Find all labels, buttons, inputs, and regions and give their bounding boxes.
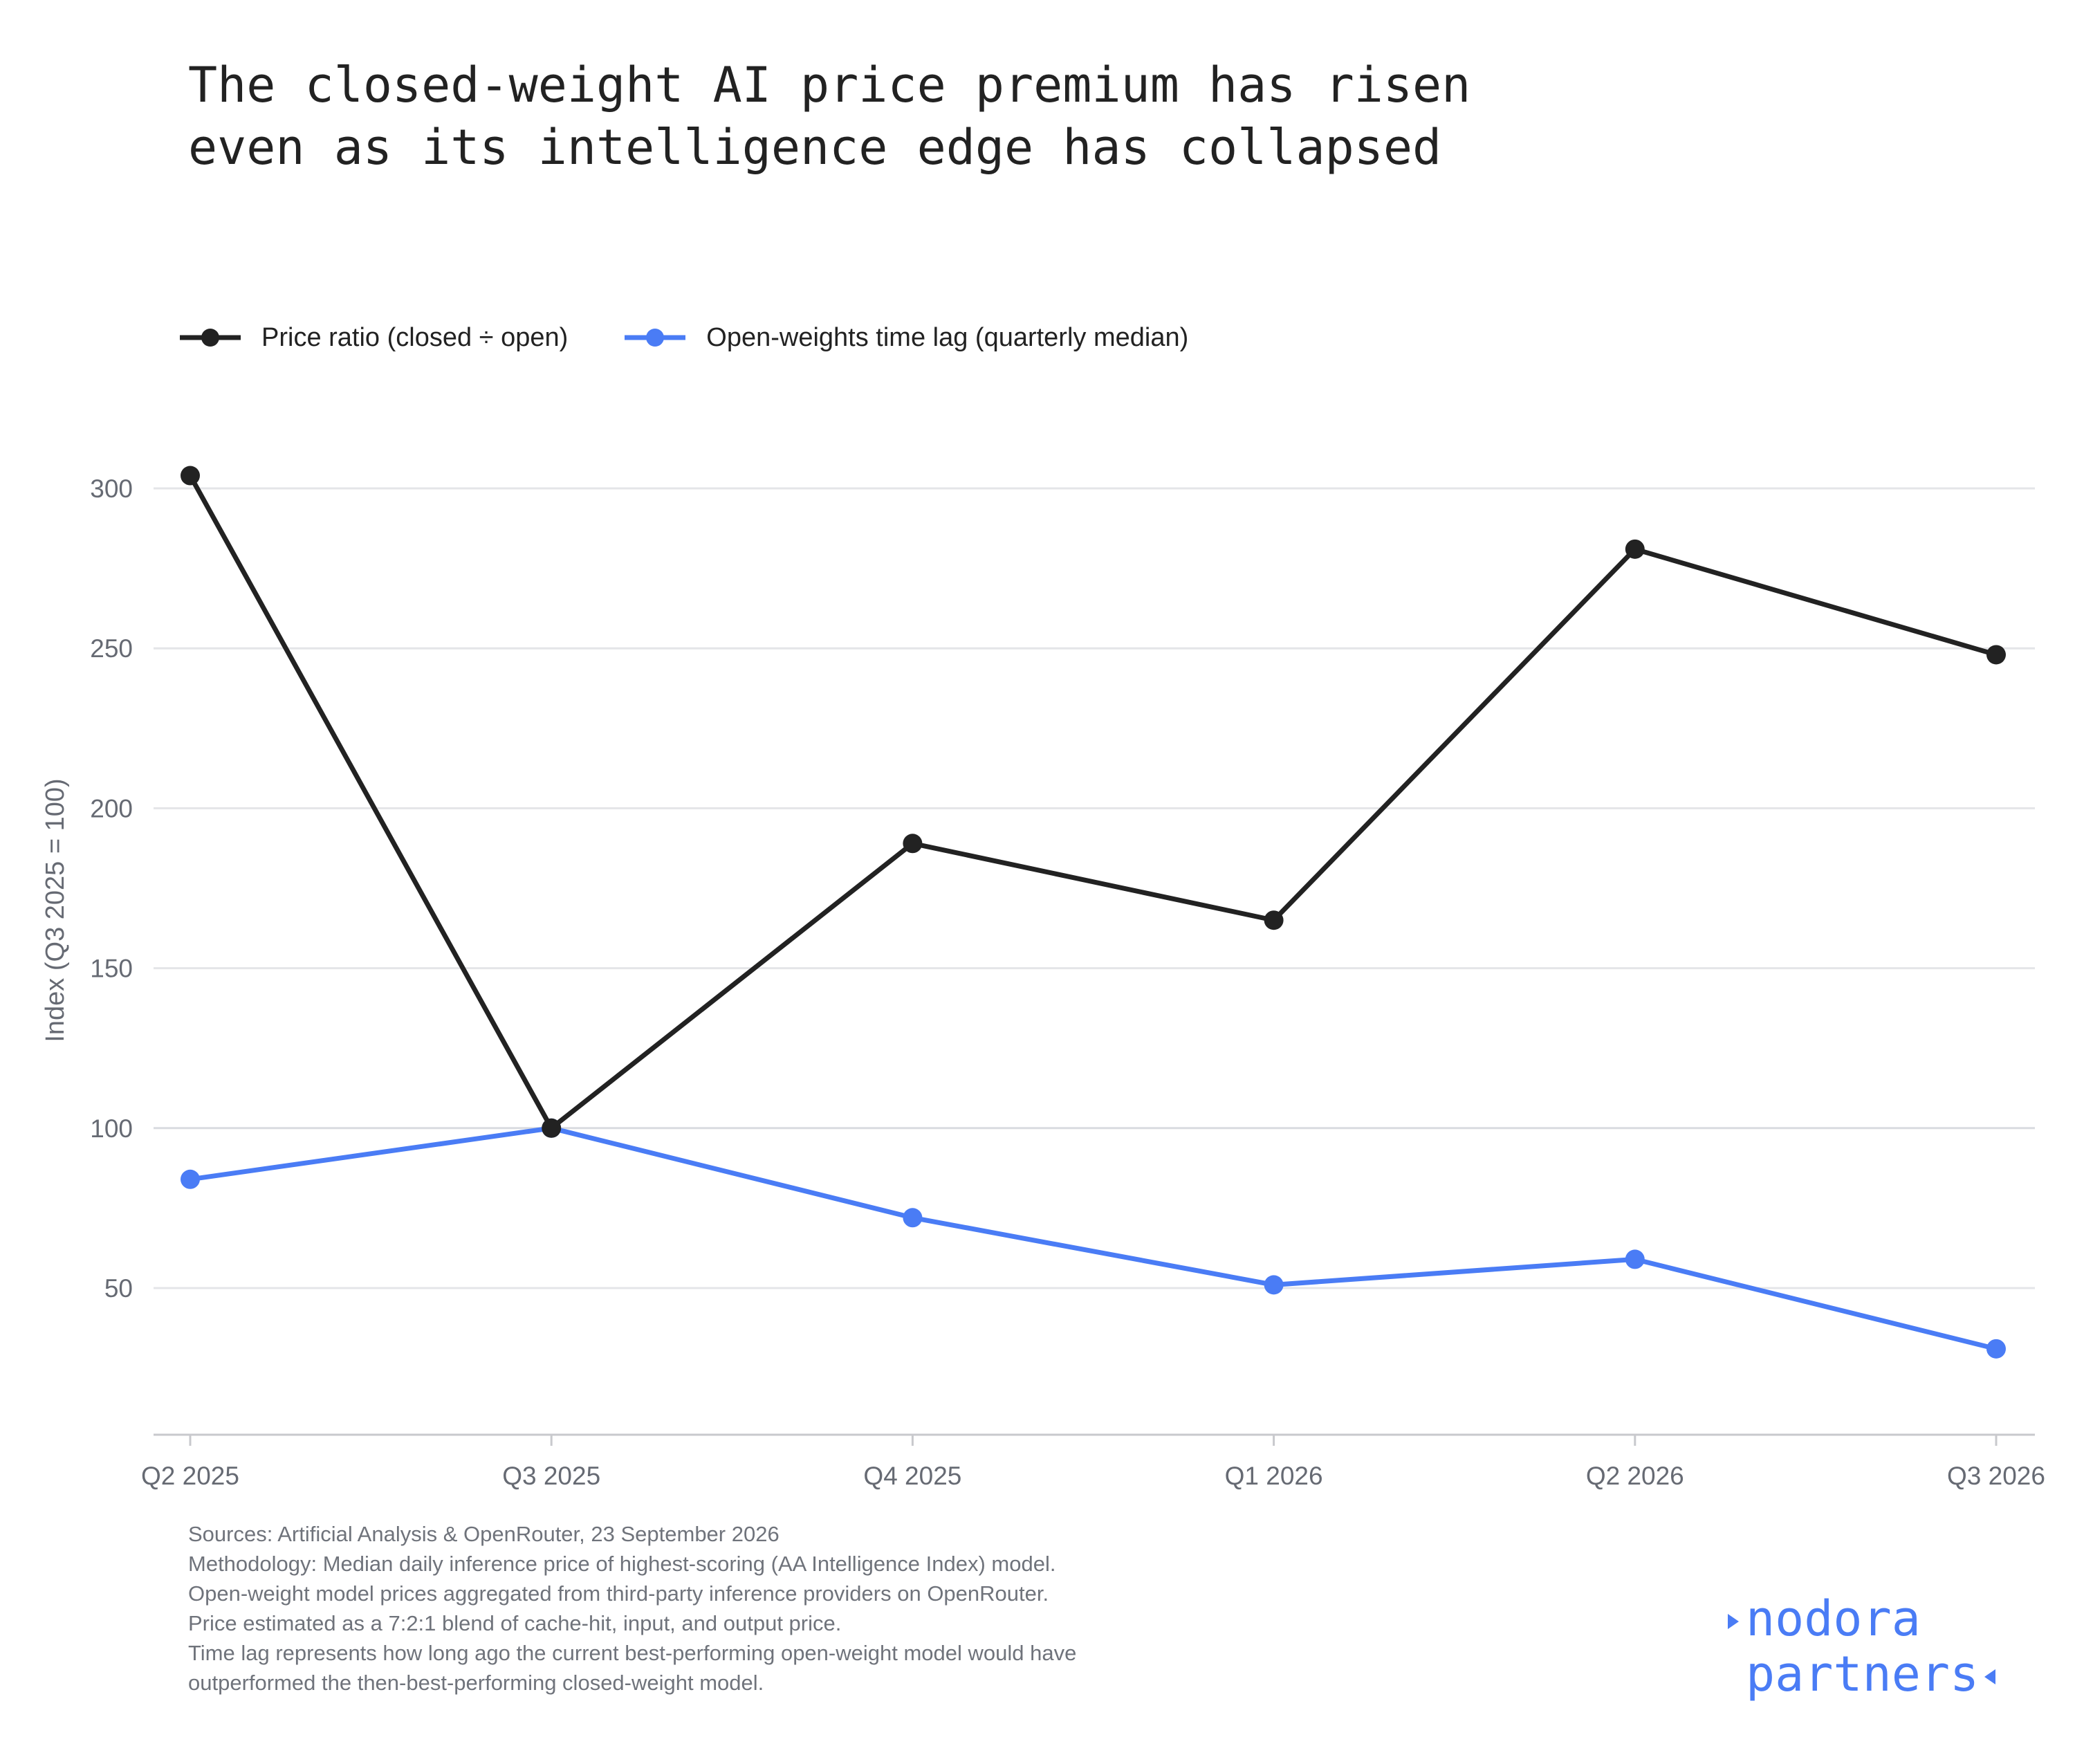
legend-marker-time-lag <box>625 329 686 347</box>
legend-item-time-lag: Open-weights time lag (quarterly median) <box>623 323 1188 353</box>
data-point-time-lag-5 <box>1625 1249 1645 1269</box>
legend-item-price-ratio: Price ratio (closed ÷ open) <box>178 323 568 353</box>
legend-marker-price-ratio <box>180 329 241 347</box>
footnote-openweight-prices: Open-weight model prices aggregated from… <box>188 1581 1049 1606</box>
y-axis-label: Index (Q3 2025 = 100) <box>41 778 70 1042</box>
series-line-time-lag <box>187 1126 1999 1352</box>
line-chart: 50 100 150 200 250 300 Index (Q3 2025 = 100) Q2… <box>41 466 2045 1490</box>
data-point-price-ratio-2 <box>542 1118 562 1138</box>
brand-logo: nodora partners <box>1728 1590 1996 1702</box>
data-point-price-ratio-6 <box>1986 645 2006 665</box>
y-tick-label-50: 50 <box>104 1274 133 1303</box>
chart-title: The closed-weight AI price premium has r… <box>188 54 1848 178</box>
chart-title-line-1: The closed-weight AI price premium has r… <box>188 57 1471 113</box>
chart-title-line-2: even as its intelligence edge has collap… <box>188 119 1442 176</box>
data-point-time-lag-4 <box>1264 1275 1284 1295</box>
x-tick-label-1: Q2 2025 <box>141 1462 239 1490</box>
brand-arrow-right-icon <box>1728 1614 1739 1629</box>
footnote-methodology: Methodology: Median daily inference pric… <box>188 1552 1056 1576</box>
brand-arrow-left-icon <box>1984 1669 1996 1684</box>
legend-label-price-ratio: Price ratio (closed ÷ open) <box>261 322 569 352</box>
data-point-time-lag-6 <box>1986 1339 2006 1359</box>
x-tick-label-6: Q3 2026 <box>1947 1462 2045 1490</box>
footnote-time-lag-cont: outperformed the then-best-performing cl… <box>188 1671 764 1695</box>
data-point-price-ratio-4 <box>1264 910 1284 930</box>
data-point-time-lag-1 <box>181 1169 200 1189</box>
chart-legend: Price ratio (closed ÷ open) Open-weights… <box>178 317 1244 358</box>
x-tick-label-4: Q1 2026 <box>1225 1462 1323 1490</box>
series-line-price-ratio <box>187 473 1999 1131</box>
x-tick-label-3: Q4 2025 <box>863 1462 961 1490</box>
data-point-time-lag-3 <box>903 1208 923 1228</box>
brand-logo-line-1: nodora <box>1746 1590 1921 1647</box>
data-point-price-ratio-1 <box>181 466 200 486</box>
x-tick-label-2: Q3 2025 <box>502 1462 600 1490</box>
chart-footnotes: Sources: Artificial Analysis & OpenRoute… <box>188 1519 1502 1698</box>
y-tick-label-150: 150 <box>90 955 133 983</box>
brand-logo-line-2: partners <box>1746 1646 1980 1702</box>
y-tick-label-200: 200 <box>90 794 133 823</box>
y-tick-label-100: 100 <box>90 1114 133 1143</box>
footnote-price-blend: Price estimated as a 7:2:1 blend of cach… <box>188 1611 842 1635</box>
y-tick-label-250: 250 <box>90 634 133 663</box>
x-tick-label-5: Q2 2026 <box>1586 1462 1684 1490</box>
data-point-price-ratio-3 <box>903 834 923 854</box>
y-tick-label-300: 300 <box>90 475 133 503</box>
data-point-price-ratio-5 <box>1625 539 1645 559</box>
footnote-time-lag: Time lag represents how long ago the cur… <box>188 1641 1077 1665</box>
footnote-sources: Sources: Artificial Analysis & OpenRoute… <box>188 1522 780 1546</box>
legend-label-time-lag: Open-weights time lag (quarterly median) <box>706 322 1189 352</box>
